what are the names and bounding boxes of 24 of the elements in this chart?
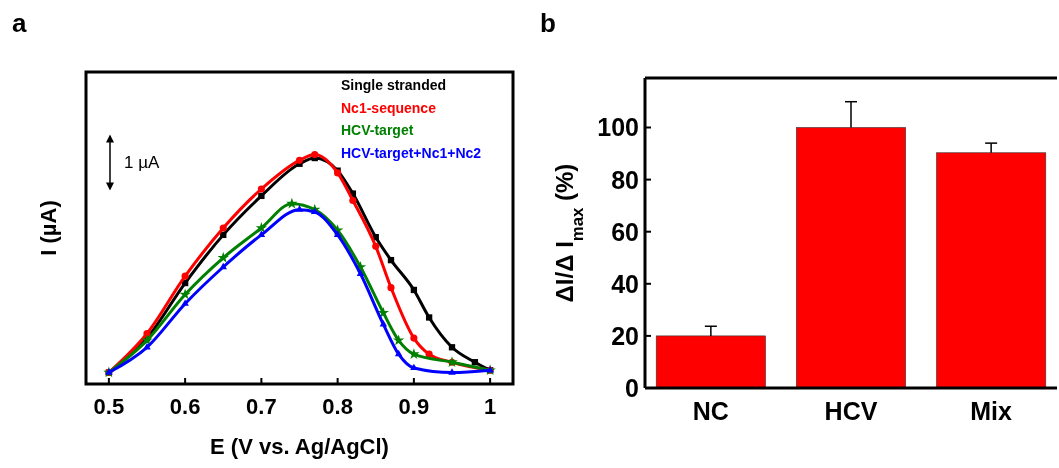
x-tick-label: 0.7 [246, 394, 277, 419]
y-axis-title: I (µA) [36, 200, 61, 256]
x-tick-label: 1 [484, 394, 497, 419]
x-tick-label: 0.6 [169, 394, 201, 419]
chart-title: a [12, 8, 27, 38]
x-tick-label: 0.9 [398, 394, 430, 419]
chart-title: b [540, 8, 556, 38]
x-tick-label: NC [692, 397, 729, 425]
y-tick-label: 20 [611, 321, 639, 350]
x-tick-label: Mix [970, 397, 1013, 425]
y-tick-label: 100 [597, 113, 639, 142]
x-tick-label: 0.8 [322, 394, 353, 419]
annotation: 1 µA [124, 153, 160, 173]
text: Single stranded [341, 77, 447, 93]
x-tick-label: 0.5 [93, 394, 125, 419]
y-tick-label: 80 [611, 165, 639, 194]
y-tick-label: 40 [611, 269, 639, 298]
x-axis-title: E (V vs. Ag/AgCl) [210, 434, 389, 459]
y-tick-label: 0 [625, 374, 639, 402]
text: HCV-target+Nc1+Nc2 [341, 144, 482, 161]
text: Nc1-sequence [341, 99, 437, 116]
y-tick-label: 60 [611, 217, 639, 246]
x-tick-label: HCV [824, 397, 878, 425]
text: HCV-target [341, 122, 414, 138]
